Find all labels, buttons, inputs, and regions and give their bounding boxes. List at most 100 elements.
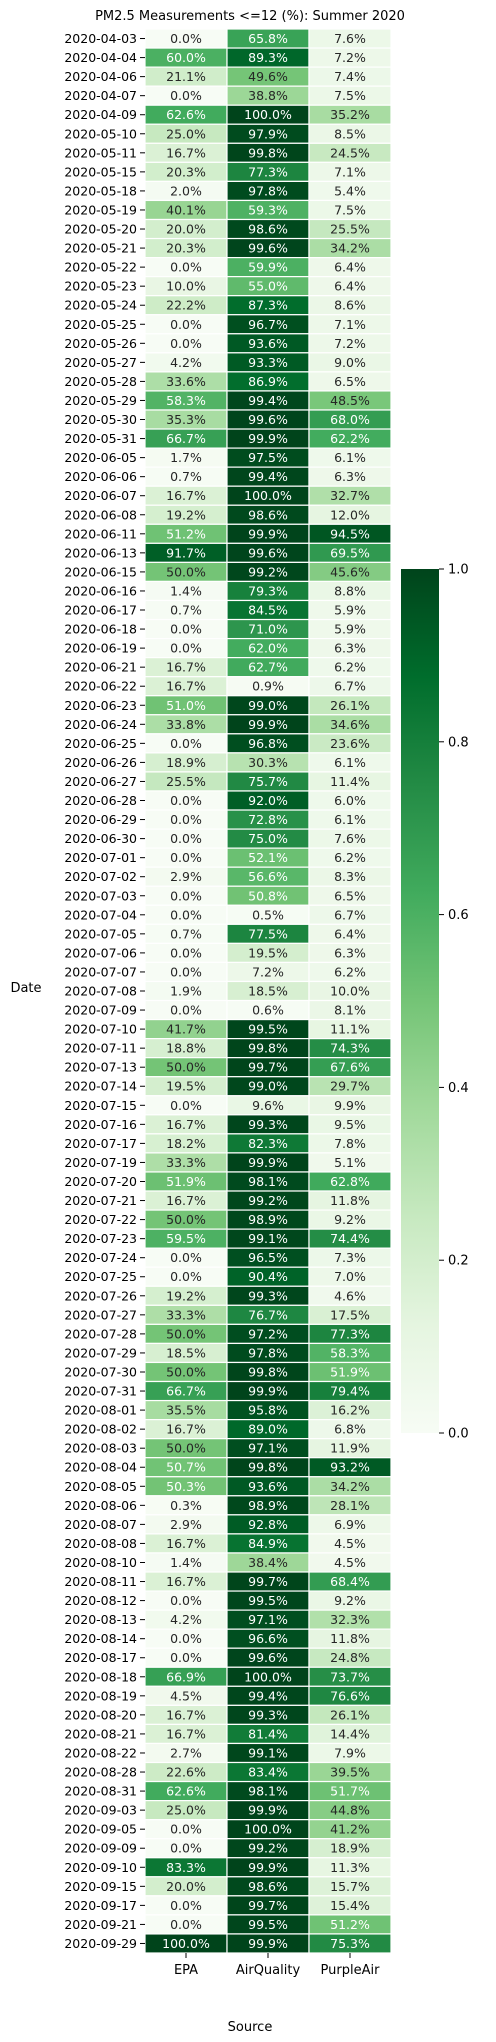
row-tick-label: 2020-07-11 [64,1041,137,1056]
cell-value-label: 0.0% [170,945,202,960]
cell-value-label: 18.8% [166,1041,206,1056]
cell-value-label: 16.7% [166,679,206,694]
cell-value-label: 6.3% [334,469,366,484]
row-tick-label: 2020-07-04 [64,907,137,922]
cell-value-label: 77.3% [330,1326,370,1341]
row-tick-label: 2020-06-28 [64,793,137,808]
cell-value-label: 6.2% [334,964,366,979]
row-tick-label: 2020-05-27 [64,355,137,370]
cell-value-label: 79.3% [248,583,288,598]
cell-value-label: 99.6% [248,1650,288,1665]
cell-value-label: 16.7% [166,145,206,160]
cell-value-label: 39.5% [330,1765,370,1780]
cell-value-label: 99.8% [248,1364,288,1379]
cell-value-label: 97.8% [248,1345,288,1360]
cell-value-label: 77.5% [248,926,288,941]
row-tick-label: 2020-07-28 [64,1326,137,1341]
cell-value-label: 7.0% [334,1269,366,1284]
cell-value-label: 86.9% [248,374,288,389]
cell-value-label: 99.4% [248,1688,288,1703]
cell-value-label: 32.7% [330,488,370,503]
row-tick-label: 2020-06-17 [64,603,137,618]
cell-value-label: 93.6% [248,336,288,351]
cell-value-label: 99.6% [248,412,288,427]
cell-value-label: 95.8% [248,1403,288,1418]
column-tick-label: AirQuality [236,1963,301,1978]
cell-value-label: 58.3% [330,1345,370,1360]
cell-value-label: 0.6% [252,1003,284,1018]
cell-value-label: 67.6% [330,1060,370,1075]
cell-value-label: 19.5% [166,1079,206,1094]
cell-value-label: 81.4% [248,1726,288,1741]
row-tick-label: 2020-05-18 [64,183,137,198]
cell-value-label: 11.1% [330,1022,370,1037]
row-tick-label: 2020-07-24 [64,1250,137,1265]
row-tick-label: 2020-08-03 [64,1441,137,1456]
row-tick-label: 2020-07-09 [64,1003,137,1018]
cell-value-label: 82.3% [248,1136,288,1151]
cell-value-label: 99.5% [248,1917,288,1932]
cell-value-label: 0.0% [170,793,202,808]
cell-value-label: 15.4% [330,1898,370,1913]
row-tick-label: 2020-06-24 [64,717,137,732]
cell-value-label: 7.3% [334,1250,366,1265]
cell-value-label: 6.4% [334,279,366,294]
row-tick-label: 2020-09-03 [64,1803,137,1818]
cell-value-label: 4.5% [170,1688,202,1703]
cell-value-label: 75.3% [330,1936,370,1951]
cell-value-label: 7.2% [334,336,366,351]
cell-value-label: 62.2% [330,431,370,446]
cell-value-label: 7.1% [334,317,366,332]
row-tick-label: 2020-08-07 [64,1517,137,1532]
cell-value-label: 66.7% [166,431,206,446]
cell-value-label: 99.0% [248,1079,288,1094]
cell-value-label: 97.2% [248,1326,288,1341]
cell-value-label: 99.4% [248,469,288,484]
row-tick-label: 2020-06-07 [64,488,137,503]
column-tick-label: EPA [174,1963,198,1978]
cell-value-label: 89.3% [248,50,288,65]
cell-value-label: 9.9% [334,1098,366,1113]
cell-value-label: 99.2% [248,564,288,579]
row-tick-label: 2020-09-17 [64,1898,137,1913]
chart-title: PM2.5 Measurements <=12 (%): Summer 2020 [95,9,405,24]
cell-value-label: 6.3% [334,945,366,960]
row-tick-label: 2020-06-13 [64,545,137,560]
cell-value-label: 0.0% [170,831,202,846]
cell-value-label: 0.0% [170,1822,202,1837]
cell-value-label: 16.7% [166,488,206,503]
cell-value-label: 8.6% [334,298,366,313]
cell-value-label: 99.4% [248,393,288,408]
row-tick-label: 2020-05-24 [64,298,137,313]
row-tick-label: 2020-08-08 [64,1536,137,1551]
cell-value-label: 7.2% [334,50,366,65]
row-tick-label: 2020-05-20 [64,222,137,237]
cell-value-label: 25.5% [166,774,206,789]
cell-value-label: 20.3% [166,241,206,256]
cell-value-label: 66.7% [166,1384,206,1399]
row-tick-label: 2020-09-09 [64,1841,137,1856]
row-tick-label: 2020-07-15 [64,1098,137,1113]
colorbar-tick-label: 0.6 [448,908,469,923]
row-tick-label: 2020-08-18 [64,1669,137,1684]
cell-value-label: 0.0% [170,260,202,275]
row-tick-label: 2020-07-10 [64,1022,137,1037]
cell-value-label: 16.7% [166,1117,206,1132]
cell-value-label: 99.9% [248,526,288,541]
row-tick-label: 2020-06-27 [64,774,137,789]
cell-value-label: 93.6% [248,1479,288,1494]
cell-value-label: 50.7% [166,1460,206,1475]
cell-value-label: 34.2% [330,241,370,256]
cell-value-label: 52.1% [248,850,288,865]
row-tick-label: 2020-05-23 [64,279,137,294]
cell-value-label: 7.6% [334,31,366,46]
cell-value-label: 0.0% [170,888,202,903]
row-tick-label: 2020-05-30 [64,412,137,427]
row-tick-label: 2020-08-12 [64,1593,137,1608]
cell-value-label: 0.7% [170,926,202,941]
row-tick-label: 2020-05-31 [64,431,137,446]
cell-value-label: 18.5% [248,984,288,999]
cell-value-label: 0.0% [170,964,202,979]
cell-value-label: 9.5% [334,1117,366,1132]
cell-value-label: 25.0% [166,1803,206,1818]
